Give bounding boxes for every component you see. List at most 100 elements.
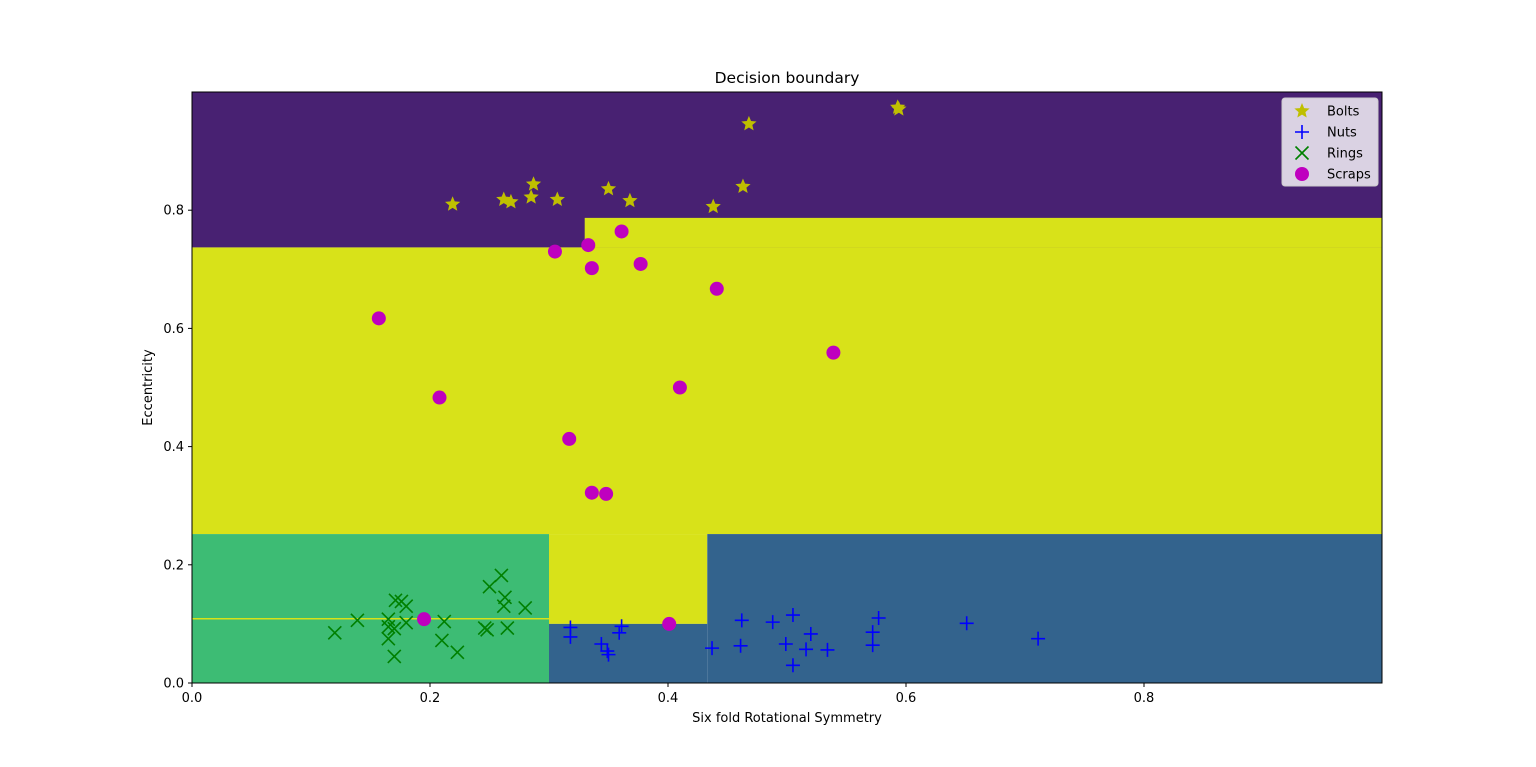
x-tick-label: 0.6 [896,691,917,706]
point-scraps-13 [709,281,724,296]
point-rings-13 [450,645,465,660]
point-scraps-5 [581,238,596,253]
point-scraps-12 [672,380,687,395]
point-nuts-11 [778,636,793,651]
region-nuts-5 [549,623,708,683]
y-axis-ticks: 0.0 0.2 0.4 0.6 0.8 [163,204,192,692]
point-nuts-4 [601,647,616,662]
legend-marker-rings [1294,145,1310,161]
point-rings-4 [381,631,396,646]
legend-marker-scraps [1295,167,1309,181]
point-nuts-6 [614,619,629,634]
point-nuts-12 [785,608,800,623]
legend-box [1281,97,1379,187]
point-nuts-3 [600,644,615,659]
point-scraps-3 [547,244,562,259]
point-rings-6 [387,649,402,664]
point-rings-0 [327,625,342,640]
x-axis-label: Six fold Rotational Symmetry [692,711,882,726]
point-rings-17 [494,568,509,583]
series-bolts [445,99,907,214]
point-scraps-4 [562,431,577,446]
point-nuts-1 [563,629,578,644]
y-axis-label: Eccentricity [141,349,156,426]
point-bolts-8 [705,198,721,214]
point-scraps-0 [371,311,386,326]
point-nuts-19 [871,610,886,625]
legend-item-bolts: Bolts [1294,103,1360,120]
point-nuts-20 [959,616,974,631]
data-markers [327,99,1046,673]
point-nuts-21 [1031,631,1046,646]
point-scraps-14 [826,345,841,360]
point-nuts-2 [594,636,609,651]
point-scraps-10 [633,256,648,271]
x-tick-label: 0.8 [1134,691,1155,706]
x-tick-label: 0.0 [182,691,203,706]
point-nuts-18 [865,638,880,653]
legend-item-rings: Rings [1294,145,1363,162]
point-bolts-6 [600,180,617,196]
point-nuts-5 [612,625,627,640]
point-scraps-6 [584,261,599,276]
region-nuts-6 [707,534,1382,683]
point-nuts-13 [785,658,800,673]
point-rings-20 [500,620,515,636]
point-bolts-5 [549,191,565,207]
point-scraps-8 [599,486,614,501]
point-rings-19 [497,590,513,605]
point-nuts-10 [765,615,780,630]
legend-item-scraps: Scraps [1295,167,1371,183]
point-rings-10 [399,615,414,630]
y-tick-label: 0.6 [163,322,184,337]
point-bolts-2 [503,193,519,209]
region-scraps-2 [584,217,1382,248]
point-bolts-10 [741,115,757,131]
point-nuts-14 [799,642,814,657]
y-tick-label: 0.4 [163,440,184,455]
legend-label-scraps: Scraps [1327,168,1371,183]
y-tick-label: 0.0 [163,677,184,692]
axes-frame [191,91,1383,684]
point-bolts-9 [735,178,751,194]
legend-label-rings: Rings [1327,147,1363,162]
point-scraps-2 [432,390,447,405]
point-nuts-16 [820,642,835,657]
series-nuts [563,608,1046,673]
point-rings-16 [482,579,497,594]
point-bolts-7 [622,192,638,208]
legend-marker-nuts [1295,125,1309,139]
x-axis-ticks: 0.0 0.2 0.4 0.6 0.8 [182,683,1155,706]
point-rings-12 [437,614,452,629]
point-rings-15 [480,622,495,637]
point-nuts-9 [734,613,749,628]
chart-title: Decision boundary [715,69,860,87]
point-nuts-17 [865,625,880,640]
region-scraps-4 [549,534,708,624]
point-nuts-7 [705,641,720,656]
x-tick-label: 0.2 [420,691,441,706]
region-rings-3 [192,534,549,683]
point-rings-7 [388,593,403,608]
point-nuts-8 [733,638,748,653]
y-tick-label: 0.2 [163,558,184,573]
legend-label-bolts: Bolts [1327,105,1360,120]
point-scraps-1 [417,612,432,627]
region-scraps-7 [192,617,549,620]
point-bolts-0 [445,196,461,211]
legend-item-nuts: Nuts [1295,125,1357,141]
point-scraps-9 [614,224,629,239]
series-rings [327,568,533,664]
region-scraps-1 [192,247,1382,535]
legend: Bolts Nuts Rings Scraps [1281,97,1379,187]
point-bolts-3 [523,189,539,204]
point-bolts-4 [525,176,542,191]
point-rings-5 [387,621,402,636]
point-rings-11 [434,633,449,648]
point-scraps-11 [662,616,677,631]
point-bolts-12 [891,101,907,116]
series-scraps [371,224,841,631]
decision-regions [192,92,1382,683]
point-rings-1 [350,613,365,628]
